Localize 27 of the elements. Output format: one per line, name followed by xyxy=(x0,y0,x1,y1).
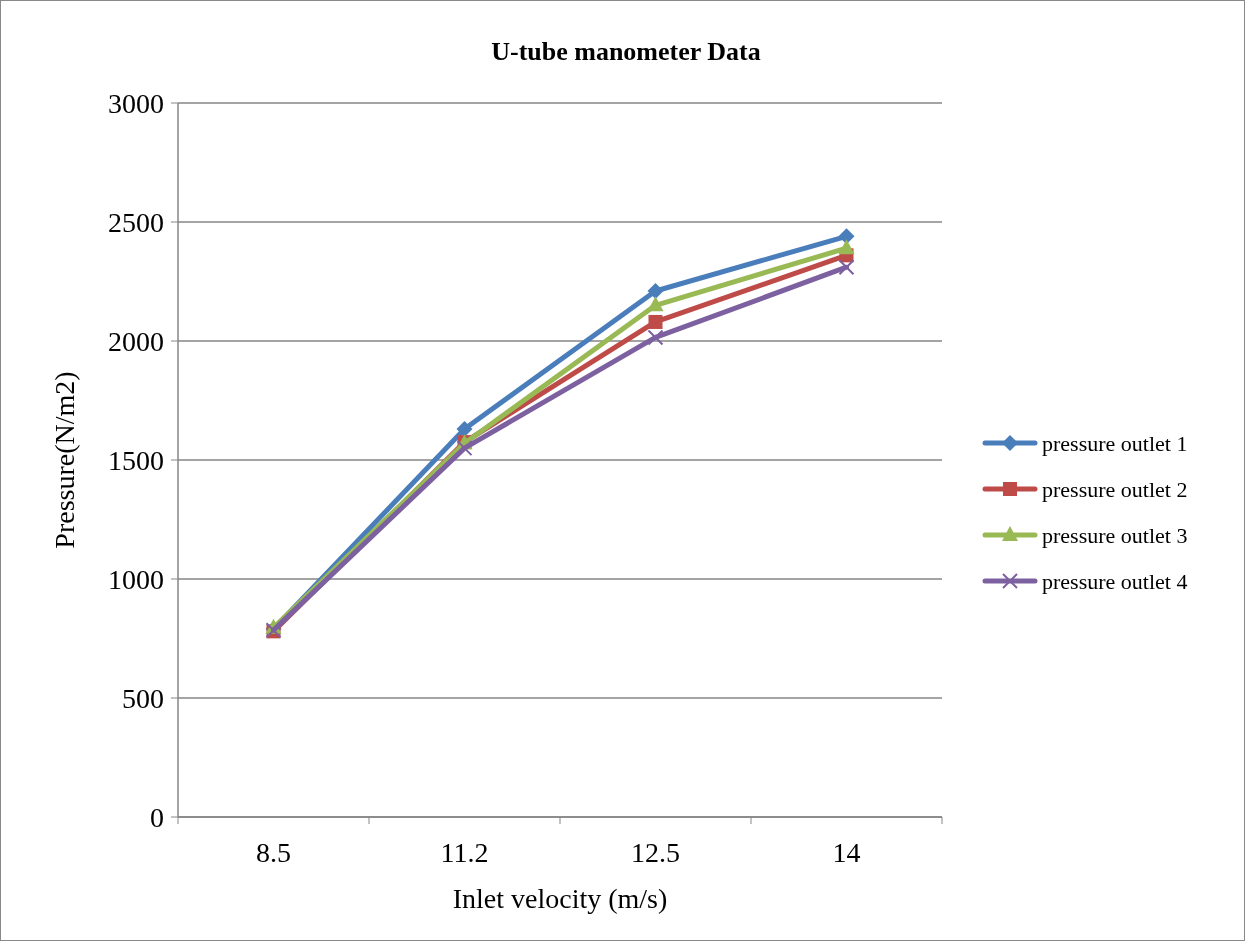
point xyxy=(838,239,855,255)
point xyxy=(838,259,855,276)
chart-title: U-tube manometer Data xyxy=(491,37,761,66)
y-tick-label: 0 xyxy=(150,801,164,833)
legend-label: pressure outlet 4 xyxy=(1042,568,1188,594)
point xyxy=(648,314,663,329)
x-tick-label: 11.2 xyxy=(440,837,489,868)
x-tick-label: 8.5 xyxy=(256,837,291,868)
y-tick-label: 2500 xyxy=(108,206,164,238)
x-axis-title: Inlet velocity (m/s) xyxy=(452,883,668,914)
y-tick-label: 1500 xyxy=(108,444,164,476)
point xyxy=(456,421,473,438)
legend-label: pressure outlet 1 xyxy=(1042,430,1188,456)
y-tick-label: 2000 xyxy=(108,325,164,357)
point xyxy=(647,283,664,300)
y-axis-title: Pressure(N/m2) xyxy=(49,371,80,549)
y-tick-label: 1000 xyxy=(108,563,164,595)
point xyxy=(647,296,664,312)
point xyxy=(647,329,664,346)
x-tick-label: 14 xyxy=(832,837,861,868)
x-tick-label: 12.5 xyxy=(631,837,680,868)
point xyxy=(838,228,855,245)
legend-label: pressure outlet 3 xyxy=(1042,522,1188,548)
y-tick-label: 500 xyxy=(122,682,164,714)
y-tick-label: 3000 xyxy=(108,87,164,119)
point xyxy=(456,440,473,457)
legend-label: pressure outlet 2 xyxy=(1042,476,1188,502)
